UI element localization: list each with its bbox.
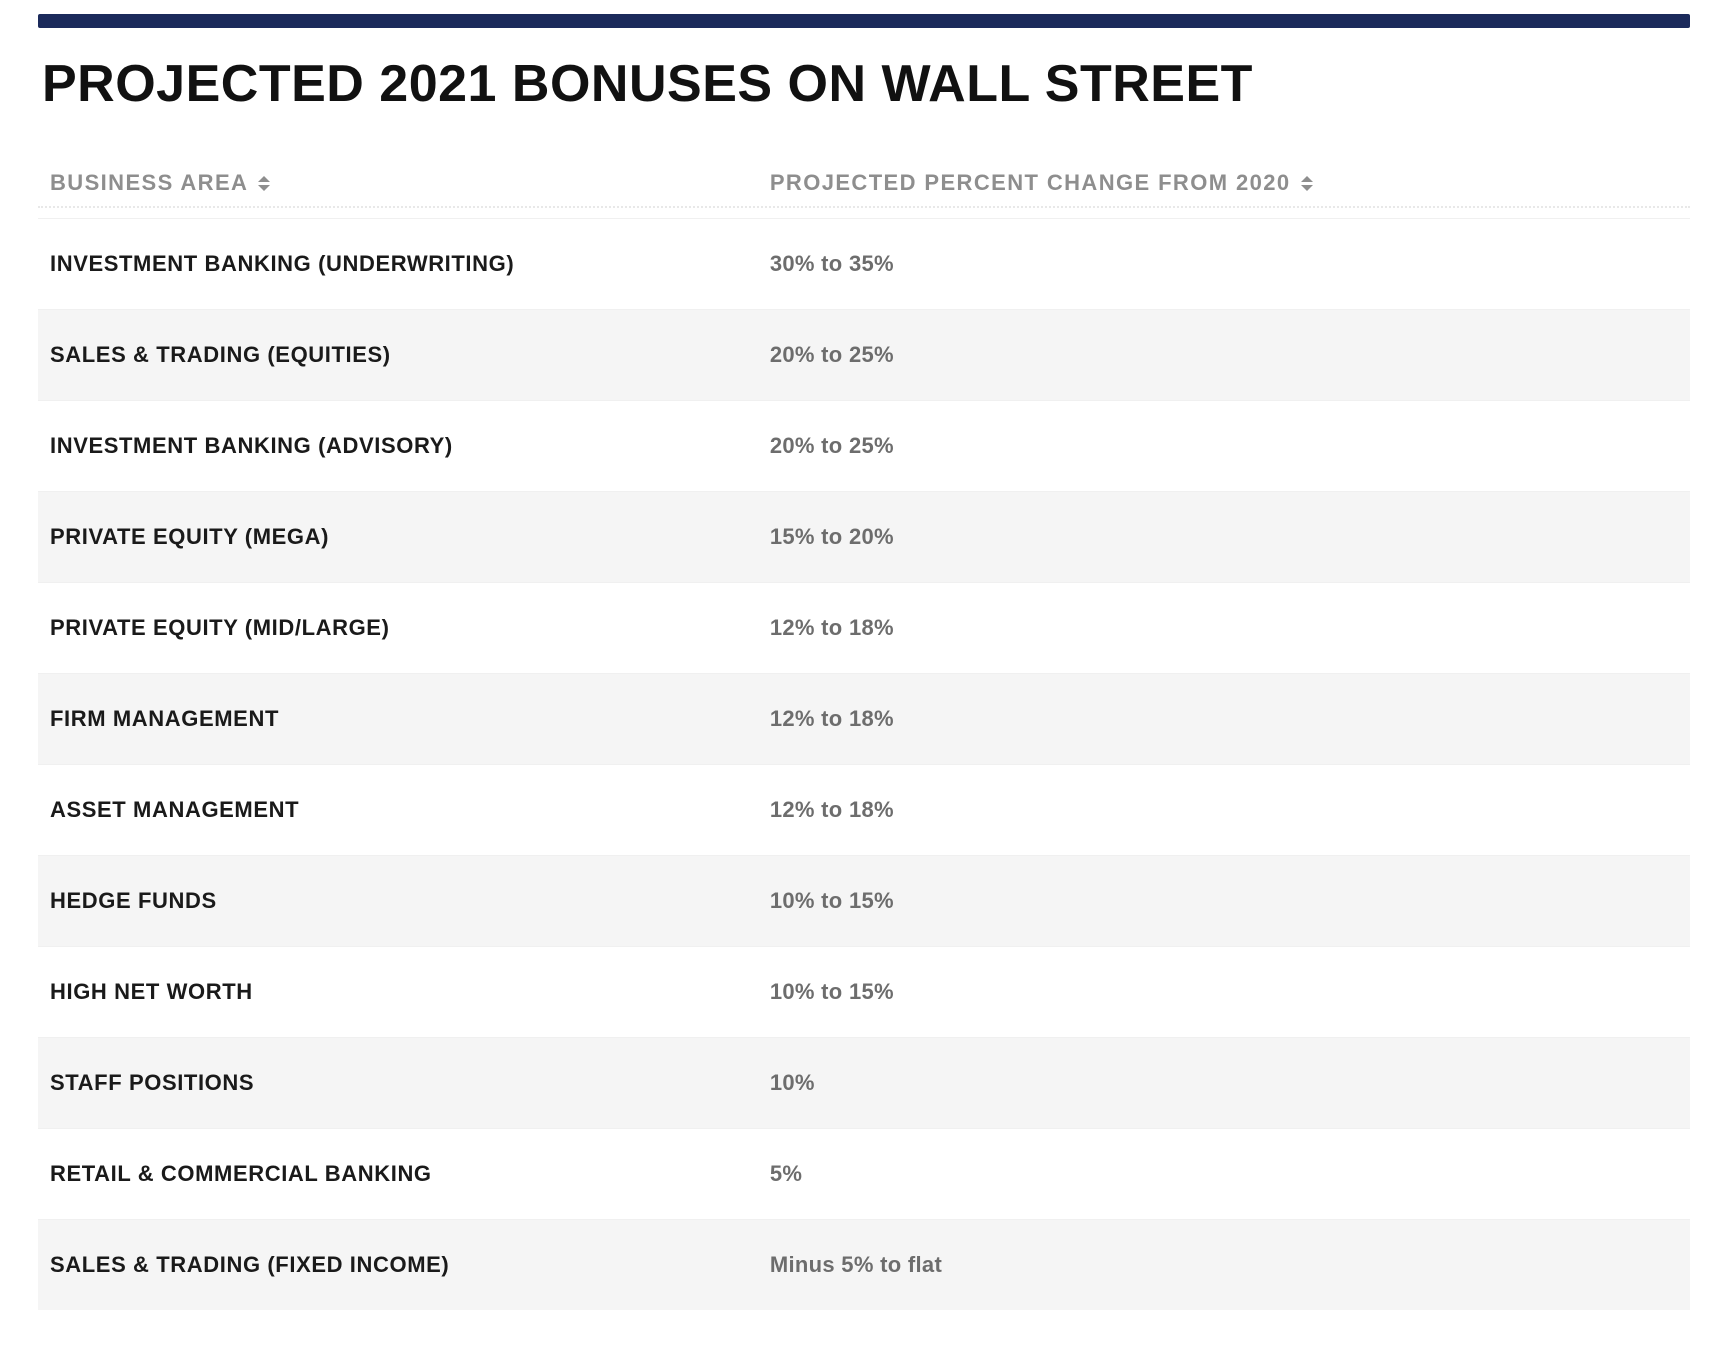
table-row: HIGH NET WORTH10% to 15% [38, 946, 1690, 1037]
cell-percent-change: 5% [770, 1161, 1690, 1187]
cell-business-area: FIRM MANAGEMENT [38, 706, 770, 732]
table-row: FIRM MANAGEMENT12% to 18% [38, 673, 1690, 764]
cell-business-area: INVESTMENT BANKING (UNDERWRITING) [38, 251, 770, 277]
cell-business-area: SALES & TRADING (FIXED INCOME) [38, 1252, 770, 1278]
column-header-percent-change[interactable]: PROJECTED PERCENT CHANGE FROM 2020 [770, 170, 1690, 196]
cell-percent-change: 12% to 18% [770, 797, 1690, 823]
cell-business-area: PRIVATE EQUITY (MEGA) [38, 524, 770, 550]
cell-percent-change: 10% to 15% [770, 979, 1690, 1005]
cell-business-area: PRIVATE EQUITY (MID/LARGE) [38, 615, 770, 641]
sort-icon [258, 176, 270, 191]
cell-percent-change: Minus 5% to flat [770, 1252, 1690, 1278]
cell-business-area: STAFF POSITIONS [38, 1070, 770, 1096]
cell-percent-change: 20% to 25% [770, 342, 1690, 368]
column-header-business-area[interactable]: BUSINESS AREA [38, 170, 770, 196]
accent-bar [38, 14, 1690, 28]
table-row: SALES & TRADING (EQUITIES)20% to 25% [38, 309, 1690, 400]
table-body: INVESTMENT BANKING (UNDERWRITING)30% to … [38, 218, 1690, 1310]
table-row: ASSET MANAGEMENT12% to 18% [38, 764, 1690, 855]
table-row: PRIVATE EQUITY (MID/LARGE)12% to 18% [38, 582, 1690, 673]
table-row: INVESTMENT BANKING (ADVISORY)20% to 25% [38, 400, 1690, 491]
cell-percent-change: 15% to 20% [770, 524, 1690, 550]
cell-percent-change: 10% to 15% [770, 888, 1690, 914]
cell-business-area: SALES & TRADING (EQUITIES) [38, 342, 770, 368]
column-header-label: PROJECTED PERCENT CHANGE FROM 2020 [770, 170, 1291, 196]
table-row: RETAIL & COMMERCIAL BANKING5% [38, 1128, 1690, 1219]
column-header-label: BUSINESS AREA [50, 170, 248, 196]
page-title: PROJECTED 2021 BONUSES ON WALL STREET [42, 54, 1728, 114]
cell-business-area: RETAIL & COMMERCIAL BANKING [38, 1161, 770, 1187]
cell-percent-change: 12% to 18% [770, 706, 1690, 732]
cell-percent-change: 10% [770, 1070, 1690, 1096]
cell-business-area: INVESTMENT BANKING (ADVISORY) [38, 433, 770, 459]
cell-business-area: HIGH NET WORTH [38, 979, 770, 1005]
bonus-table: BUSINESS AREA PROJECTED PERCENT CHANGE F… [38, 160, 1690, 1310]
sort-icon [1301, 176, 1313, 191]
table-row: STAFF POSITIONS10% [38, 1037, 1690, 1128]
cell-percent-change: 12% to 18% [770, 615, 1690, 641]
cell-percent-change: 20% to 25% [770, 433, 1690, 459]
page: PROJECTED 2021 BONUSES ON WALL STREET BU… [0, 14, 1728, 1350]
cell-business-area: ASSET MANAGEMENT [38, 797, 770, 823]
table-row: HEDGE FUNDS10% to 15% [38, 855, 1690, 946]
table-header-row: BUSINESS AREA PROJECTED PERCENT CHANGE F… [38, 160, 1690, 208]
table-row: PRIVATE EQUITY (MEGA)15% to 20% [38, 491, 1690, 582]
table-row: SALES & TRADING (FIXED INCOME)Minus 5% t… [38, 1219, 1690, 1310]
cell-business-area: HEDGE FUNDS [38, 888, 770, 914]
table-row: INVESTMENT BANKING (UNDERWRITING)30% to … [38, 218, 1690, 309]
cell-percent-change: 30% to 35% [770, 251, 1690, 277]
